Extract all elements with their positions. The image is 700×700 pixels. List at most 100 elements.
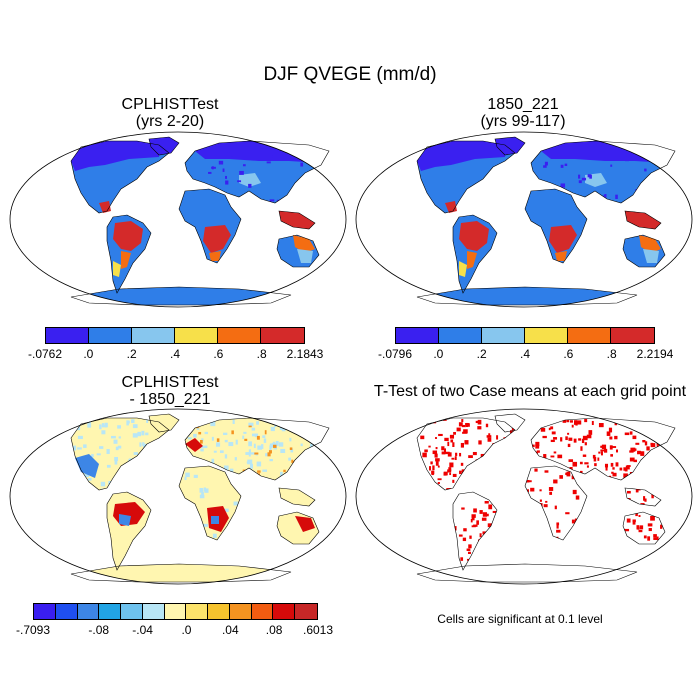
diff-light-eurasia-cell (234, 457, 237, 461)
colorbar-case2-swatch (611, 328, 654, 343)
colorbar-difference-tick-label: -.08 (88, 623, 110, 637)
diff-light-eurasia-cell (223, 465, 229, 471)
diff-light-northamerica-cell (72, 419, 75, 423)
ttest-sig-northamerica-cell (509, 430, 513, 434)
colorbar-case2-swatch (525, 328, 568, 343)
ttest-sig-eurasia-cell (582, 435, 588, 441)
colorbar-case2-tick-label: .2 (476, 347, 487, 361)
ttest-sig-eurasia-cell (584, 442, 587, 446)
case-speckle-c2-cell (609, 150, 612, 155)
ttest-sig-southamerica-cell (471, 525, 476, 528)
ttest-note: Cells are significant at 0.1 level (437, 612, 603, 626)
case-high-africa (549, 225, 577, 253)
colorbar-case1-swatch (89, 328, 132, 343)
ttest-sig-australia-cell (637, 526, 640, 530)
ttest-sig-southamerica-cell (482, 512, 487, 517)
diff-light-eurasia-cell (193, 433, 197, 438)
ttest-sig-eurasia-cell (605, 466, 608, 471)
colorbar-case1 (45, 327, 305, 344)
diff-light-northamerica-cell (115, 446, 119, 451)
ttest-sig-southamerica-cell (463, 528, 467, 532)
ttest-sig-northamerica-cell (462, 431, 467, 434)
case-speckle-c1-cell (222, 168, 225, 172)
ttest-sig-northamerica-cell (477, 419, 482, 425)
ttest-sig-eurasia-cell (584, 418, 588, 423)
diff-light-eurasia-cell (289, 437, 292, 442)
ttest-sig-northamerica-cell (461, 469, 465, 472)
diff-orange-eurasia-cell (216, 438, 220, 442)
ttest-sig-eurasia-cell (623, 473, 628, 478)
colorbar-case2-tick-label: .0 (433, 347, 444, 361)
ttest-sig-northamerica-cell (428, 445, 431, 448)
colorbar-case2-tick-label: .4 (519, 347, 531, 361)
diff-light-eurasia-cell (265, 453, 268, 457)
ttest-sig-eurasia-cell (573, 438, 577, 443)
ttest-sig-eurasia-cell (542, 435, 547, 439)
ttest-sig-eurasia-cell (629, 450, 634, 453)
ttest-sig-northamerica-cell (463, 429, 468, 434)
diff-light-northamerica-cell (139, 442, 142, 447)
diff-orange-eurasia-cell (268, 450, 272, 454)
colorbar-case2-tick-label: -.0796 (377, 347, 413, 361)
case-speckle-c1-cell (266, 161, 271, 164)
coastline-africa (524, 188, 588, 264)
colorbar-difference-swatch (186, 604, 209, 619)
ttest-sig-africa-cell (549, 491, 553, 495)
ttest-sig-australia-cell (639, 525, 644, 530)
diff-light-eurasia-cell (213, 450, 217, 453)
map-border (355, 131, 693, 308)
diff-light-eurasia-cell (256, 461, 262, 467)
ttest-sig-northamerica-cell (450, 439, 454, 443)
diff-light-africa-cell (184, 476, 187, 481)
ttest-sig-eurasia-cell (568, 459, 574, 462)
colorbar-case1-swatch (261, 328, 304, 343)
diff-light-eurasia-cell (274, 424, 277, 428)
case-speckle-c1-cell (312, 155, 317, 160)
case-yellow-southamerica (113, 261, 121, 277)
ttest-sig-africa-cell (548, 487, 554, 491)
case-high-centralamerica (99, 201, 111, 213)
diff-light-eurasia-cell (262, 469, 267, 472)
ttest-sig-eurasia-cell (591, 420, 594, 426)
ttest-sig-eurasia-cell (606, 431, 611, 436)
diff-light-northamerica-cell (146, 418, 149, 423)
coastline-antarctica (416, 563, 638, 583)
case-speckle-c1-cell (266, 145, 271, 150)
ttest-sig-eurasia-cell (600, 451, 603, 456)
colorbar-case1-tick-label: .0 (83, 347, 94, 361)
colorbar-case1-labels: -.0762 .0 .2 .4 .6 .8 2.1843 (28, 347, 323, 363)
ttest-sig-australia-cell (648, 528, 652, 532)
colorbar-difference-swatch (99, 604, 122, 619)
ttest-sig-eurasia-cell (600, 449, 605, 452)
diff-light-eurasia-cell (223, 432, 228, 436)
ttest-sig-northamerica-cell (444, 437, 449, 442)
ttest-sig-eurasia-cell (568, 437, 573, 441)
diff-orange-eurasia-cell (289, 447, 293, 450)
diff-light-africa-cell (224, 508, 229, 513)
panel1-title-line1: CPLHISTTest (121, 96, 219, 113)
ocean-background (356, 409, 692, 584)
diff-orange-eurasia-cell (273, 444, 277, 448)
colorbar-difference-swatch (164, 604, 187, 619)
ttest-sig-northamerica-cell (424, 449, 428, 453)
diff-light-eurasia-cell (228, 441, 234, 447)
diff-light-eurasia-cell (251, 427, 256, 431)
ttest-sig-eurasia-cell (604, 448, 608, 453)
case-high-centralamerica (445, 201, 457, 213)
case-speckle-c2-cell (543, 165, 547, 168)
ttest-sig-seasia-cell (643, 496, 646, 501)
ttest-sig-eurasia-cell (571, 424, 574, 428)
ttest-sig-africa-cell (556, 524, 559, 529)
land-antarctica (71, 564, 291, 582)
ttest-sig-africa-cell (566, 471, 571, 477)
coastline-africa (178, 465, 242, 541)
ttest-sig-northamerica-cell (435, 461, 439, 466)
case-speckle-c2-cell (560, 183, 566, 188)
colorbar-difference-tick-label: .0 (181, 623, 192, 637)
ttest-sig-northamerica-cell (465, 422, 469, 428)
ttest-sig-northamerica-cell (458, 422, 463, 427)
colorbar-case2-swatch (482, 328, 525, 343)
panel1-title-line2: (yrs 2-20) (135, 113, 205, 130)
diff-light-eurasia-cell (275, 440, 279, 446)
case-speckle-c2-cell (560, 164, 564, 168)
